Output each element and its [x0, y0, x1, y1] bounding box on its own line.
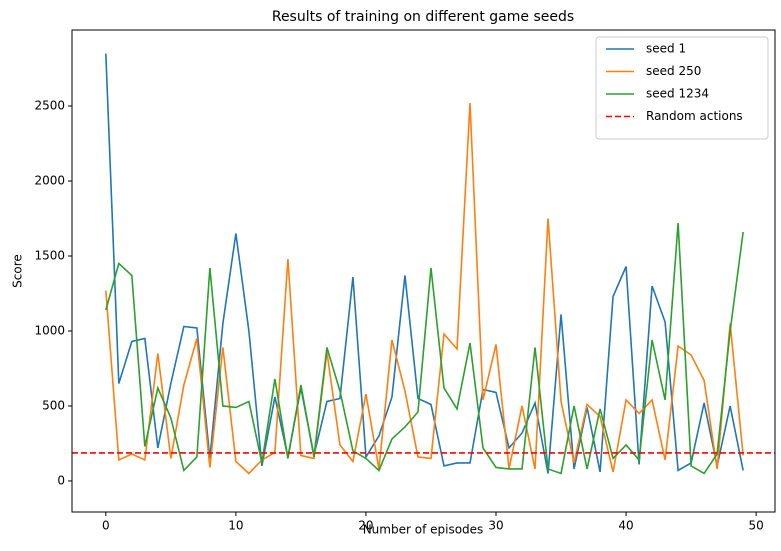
x-axis-label: Number of episodes — [363, 523, 484, 537]
y-tick-label: 1500 — [34, 249, 65, 263]
x-tick-label: 10 — [228, 519, 243, 533]
x-tick-label: 30 — [488, 519, 503, 533]
y-tick-label: 1000 — [34, 323, 65, 337]
x-tick-label: 50 — [749, 519, 764, 533]
y-tick-label: 500 — [42, 398, 65, 412]
y-axis-label: Score — [11, 254, 25, 288]
x-tick-label: 40 — [618, 519, 633, 533]
legend-label: Random actions — [646, 109, 743, 123]
legend-box — [595, 36, 769, 140]
chart-title: Results of training on different game se… — [272, 9, 574, 25]
series-line — [105, 53, 744, 474]
x-tick-label: 0 — [102, 519, 110, 533]
legend-label: seed 1234 — [646, 87, 709, 101]
y-tick-label: 2000 — [34, 174, 65, 188]
series-line — [105, 102, 744, 475]
y-tick-label: 2500 — [34, 99, 65, 113]
x-tick-label: 20 — [358, 519, 373, 533]
plot-frame — [71, 29, 776, 513]
legend-label: seed 250 — [646, 64, 701, 78]
y-tick-label: 0 — [57, 473, 65, 487]
series-line — [105, 222, 744, 475]
legend-label: seed 1 — [646, 42, 686, 56]
